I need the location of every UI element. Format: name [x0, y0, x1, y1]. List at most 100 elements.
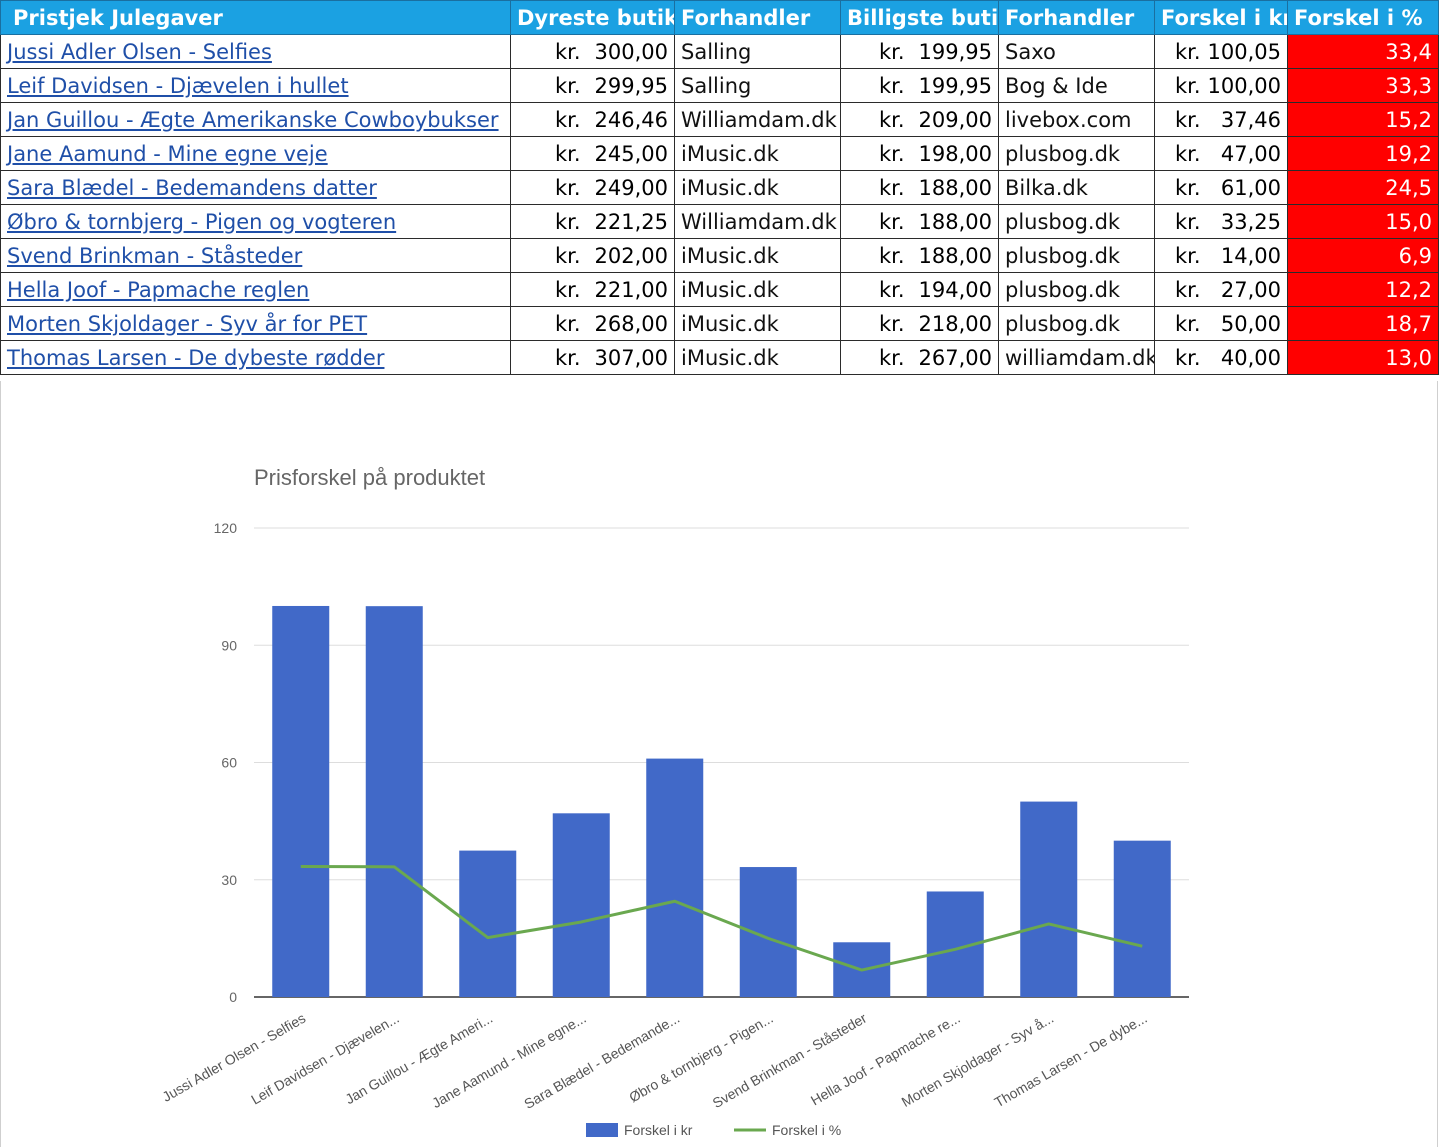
- header-forhandler-1[interactable]: Forhandler: [674, 0, 841, 35]
- dyreste-store-cell[interactable]: iMusic.dk: [674, 136, 841, 171]
- forskel-pct-cell[interactable]: 15,0: [1287, 204, 1439, 239]
- dyreste-price-cell[interactable]: kr. 221,00: [510, 272, 675, 307]
- billigste-price-cell[interactable]: kr. 188,00: [840, 170, 999, 205]
- billigste-store-cell[interactable]: Saxo: [998, 34, 1155, 69]
- forskel-pct-cell[interactable]: 18,7: [1287, 306, 1439, 341]
- billigste-price-cell[interactable]: kr. 199,95: [840, 34, 999, 69]
- billigste-store-cell[interactable]: Bog & Ide: [998, 68, 1155, 103]
- billigste-store-cell[interactable]: plusbog.dk: [998, 238, 1155, 273]
- dyreste-store-cell[interactable]: Williamdam.dk: [674, 204, 841, 239]
- forskel-pct-cell[interactable]: 12,2: [1287, 272, 1439, 307]
- bar-forskel-kr: [1020, 801, 1078, 997]
- billigste-store-cell[interactable]: plusbog.dk: [998, 272, 1155, 307]
- book-title-cell[interactable]: Øbro & tornbjerg - Pigen og vogteren: [0, 204, 511, 239]
- book-title-link[interactable]: Thomas Larsen - De dybeste rødder: [7, 345, 385, 370]
- forskel-kr-cell[interactable]: kr. 14,00: [1154, 238, 1288, 273]
- dyreste-price: 249,00: [594, 175, 668, 200]
- billigste-price-cell[interactable]: kr. 199,95: [840, 68, 999, 103]
- book-title-link[interactable]: Sara Blædel - Bedemandens datter: [7, 175, 377, 200]
- dyreste-price-cell[interactable]: kr. 300,00: [510, 34, 675, 69]
- book-title-cell[interactable]: Jane Aamund - Mine egne veje: [0, 136, 511, 171]
- header-forskel-pct[interactable]: Forskel i %: [1287, 0, 1439, 35]
- billigste-store-cell[interactable]: plusbog.dk: [998, 204, 1155, 239]
- billigste-price-cell[interactable]: kr. 188,00: [840, 204, 999, 239]
- dyreste-store-cell[interactable]: iMusic.dk: [674, 238, 841, 273]
- dyreste-price-cell[interactable]: kr. 268,00: [510, 306, 675, 341]
- currency-label: kr.: [1175, 175, 1201, 200]
- dyreste-price-cell[interactable]: kr. 299,95: [510, 68, 675, 103]
- currency-label: kr.: [879, 107, 905, 132]
- forskel-pct-cell[interactable]: 33,3: [1287, 68, 1439, 103]
- dyreste-store-cell[interactable]: Williamdam.dk: [674, 102, 841, 137]
- dyreste-store-cell[interactable]: iMusic.dk: [674, 272, 841, 307]
- currency-label: kr.: [555, 345, 581, 370]
- book-title-link[interactable]: Leif Davidsen - Djævelen i hullet: [7, 73, 349, 98]
- dyreste-store-cell[interactable]: Salling: [674, 34, 841, 69]
- forskel-kr-cell[interactable]: kr. 50,00: [1154, 306, 1288, 341]
- forskel-pct-cell[interactable]: 24,5: [1287, 170, 1439, 205]
- forskel-kr-cell[interactable]: kr. 47,00: [1154, 136, 1288, 171]
- forskel-kr-cell[interactable]: kr. 37,46: [1154, 102, 1288, 137]
- dyreste-store-cell[interactable]: iMusic.dk: [674, 340, 841, 375]
- book-title-cell[interactable]: Hella Joof - Papmache reglen: [0, 272, 511, 307]
- dyreste-price-cell[interactable]: kr. 246,46: [510, 102, 675, 137]
- currency-label: kr.: [555, 39, 581, 64]
- book-title-link[interactable]: Jussi Adler Olsen - Selfies: [7, 39, 272, 64]
- book-title-cell[interactable]: Jan Guillou - Ægte Amerikanske Cowboybuk…: [0, 102, 511, 137]
- forskel-kr-cell[interactable]: kr. 100,00: [1154, 68, 1288, 103]
- dyreste-price-cell[interactable]: kr. 202,00: [510, 238, 675, 273]
- header-forhandler-2[interactable]: Forhandler: [998, 0, 1155, 35]
- book-title-cell[interactable]: Morten Skjoldager - Syv år for PET: [0, 306, 511, 341]
- forskel-pct-cell[interactable]: 6,9: [1287, 238, 1439, 273]
- header-dyreste[interactable]: Dyreste butik: [510, 0, 675, 35]
- forskel-pct-cell[interactable]: 15,2: [1287, 102, 1439, 137]
- billigste-price-cell[interactable]: kr. 209,00: [840, 102, 999, 137]
- dyreste-store-cell[interactable]: iMusic.dk: [674, 170, 841, 205]
- forskel-kr-cell[interactable]: kr. 40,00: [1154, 340, 1288, 375]
- book-title-cell[interactable]: Jussi Adler Olsen - Selfies: [0, 34, 511, 69]
- forskel-kr-cell[interactable]: kr. 100,05: [1154, 34, 1288, 69]
- book-title-cell[interactable]: Thomas Larsen - De dybeste rødder: [0, 340, 511, 375]
- book-title-cell[interactable]: Sara Blædel - Bedemandens datter: [0, 170, 511, 205]
- billigste-store-cell[interactable]: plusbog.dk: [998, 136, 1155, 171]
- book-title-link[interactable]: Morten Skjoldager - Syv år for PET: [7, 311, 368, 336]
- book-title-link[interactable]: Øbro & tornbjerg - Pigen og vogteren: [7, 209, 397, 234]
- forskel-pct-cell[interactable]: 13,0: [1287, 340, 1439, 375]
- forskel-pct-cell[interactable]: 33,4: [1287, 34, 1439, 69]
- dyreste-price: 299,95: [594, 73, 668, 98]
- x-category-label: Thomas Larsen - De dybe...: [991, 1010, 1149, 1111]
- dyreste-store-cell[interactable]: Salling: [674, 68, 841, 103]
- currency-label: kr.: [1175, 141, 1201, 166]
- billigste-store-cell[interactable]: Bilka.dk: [998, 170, 1155, 205]
- book-title-link[interactable]: Hella Joof - Papmache reglen: [7, 277, 310, 302]
- book-title-link[interactable]: Svend Brinkman - Ståsteder: [7, 243, 303, 268]
- dyreste-price-cell[interactable]: kr. 307,00: [510, 340, 675, 375]
- billigste-price-cell[interactable]: kr. 194,00: [840, 272, 999, 307]
- book-title-link[interactable]: Jane Aamund - Mine egne veje: [7, 141, 328, 166]
- book-title-cell[interactable]: Leif Davidsen - Djævelen i hullet: [0, 68, 511, 103]
- billigste-store-cell[interactable]: williamdam.dk: [998, 340, 1155, 375]
- billigste-price-cell[interactable]: kr. 218,00: [840, 306, 999, 341]
- billigste-store-cell[interactable]: plusbog.dk: [998, 306, 1155, 341]
- billigste-store-cell[interactable]: livebox.com: [998, 102, 1155, 137]
- dyreste-price-cell[interactable]: kr. 221,25: [510, 204, 675, 239]
- book-title-link[interactable]: Jan Guillou - Ægte Amerikanske Cowboybuk…: [7, 107, 499, 132]
- forskel-pct-cell[interactable]: 19,2: [1287, 136, 1439, 171]
- dyreste-price-cell[interactable]: kr. 249,00: [510, 170, 675, 205]
- forskel-kr-cell[interactable]: kr. 27,00: [1154, 272, 1288, 307]
- dyreste-store-cell[interactable]: iMusic.dk: [674, 306, 841, 341]
- forskel-kr-cell[interactable]: kr. 61,00: [1154, 170, 1288, 205]
- billigste-price-cell[interactable]: kr. 198,00: [840, 136, 999, 171]
- dyreste-price-cell[interactable]: kr. 245,00: [510, 136, 675, 171]
- line-forskel-pct: [300, 864, 1143, 972]
- billigste-price-cell[interactable]: kr. 267,00: [840, 340, 999, 375]
- book-title-cell[interactable]: Svend Brinkman - Ståsteder: [0, 238, 511, 273]
- header-forskel-kr[interactable]: Forskel i kr: [1154, 0, 1288, 35]
- forskel-kr-cell[interactable]: kr. 33,25: [1154, 204, 1288, 239]
- header-title[interactable]: Pristjek Julegaver: [0, 0, 511, 35]
- header-billigste[interactable]: Billigste butik: [840, 0, 999, 35]
- billigste-price-cell[interactable]: kr. 188,00: [840, 238, 999, 273]
- chart-panel[interactable]: Prisforskel på produktet 0 30 60 90 120 Jussi …: [0, 381, 1438, 1147]
- forskel-kr-value: 33,25: [1220, 209, 1281, 234]
- bar-forskel-kr: [552, 813, 610, 997]
